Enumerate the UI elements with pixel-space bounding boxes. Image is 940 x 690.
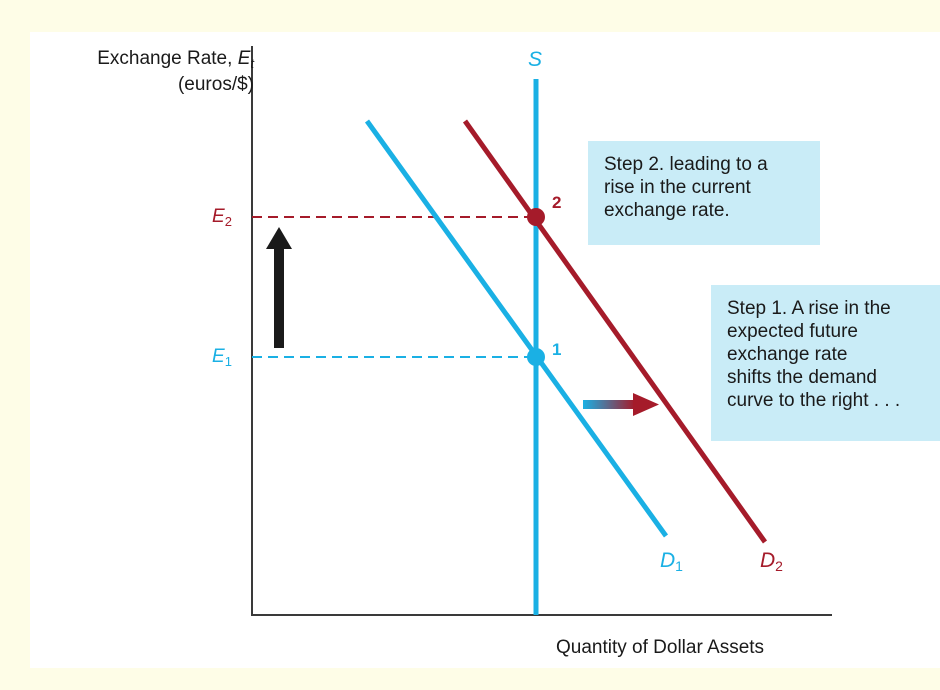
step1-callout: Step 1. A rise in the expected future ex… bbox=[711, 285, 940, 441]
demand-2-label-symbol: D bbox=[760, 549, 776, 572]
y-tick-e1-sub: 1 bbox=[224, 354, 232, 369]
up-arrow-shaft bbox=[274, 246, 284, 348]
demand-curve-1 bbox=[364, 119, 669, 538]
shift-arrow-shaft bbox=[583, 400, 635, 409]
demand-1-label: D1 bbox=[660, 549, 683, 578]
step1-line: Step 1. A rise in the bbox=[727, 298, 891, 319]
step2-callout: Step 2. leading to a rise in the current… bbox=[588, 141, 820, 245]
y-tick-e1-symbol: E bbox=[212, 346, 225, 367]
y-axis-title-sub: t bbox=[250, 56, 254, 71]
step1-line: exchange rate bbox=[727, 344, 848, 365]
y-tick-e2: E2 bbox=[212, 205, 232, 234]
y-axis-title-symbol: E bbox=[237, 48, 251, 69]
demand-curve-2 bbox=[462, 119, 768, 544]
y-tick-e2-sub: 2 bbox=[224, 214, 232, 229]
demand-1-label-symbol: D bbox=[660, 549, 676, 572]
y-axis-title: Exchange Rate, Et bbox=[97, 47, 254, 76]
y-tick-e1: E1 bbox=[212, 345, 232, 374]
equilibrium-point-2 bbox=[527, 208, 545, 226]
y-axis-title-text: Exchange Rate, bbox=[97, 48, 238, 69]
y-tick-e2-symbol: E bbox=[212, 206, 225, 227]
point-2-label: 2 bbox=[552, 193, 562, 212]
point-1-label: 1 bbox=[552, 340, 562, 359]
x-axis-title: Quantity of Dollar Assets bbox=[556, 637, 765, 658]
equilibrium-point-1 bbox=[527, 348, 545, 366]
up-arrow-head bbox=[266, 227, 292, 249]
step2-line: rise in the current bbox=[604, 177, 751, 198]
y-axis-units: (euros/$) bbox=[177, 74, 254, 95]
shift-arrow-head bbox=[633, 393, 659, 416]
step1-line: shifts the demand bbox=[727, 367, 877, 388]
step2-line: exchange rate. bbox=[604, 200, 730, 221]
step1-line: expected future bbox=[727, 321, 858, 342]
step2-line: Step 2. leading to a bbox=[604, 154, 768, 175]
supply-label: S bbox=[528, 48, 543, 71]
demand-2-label: D2 bbox=[760, 549, 783, 578]
demand-1-label-sub: 1 bbox=[675, 558, 683, 574]
demand-2-label-sub: 2 bbox=[775, 558, 783, 574]
step1-line: curve to the right . . . bbox=[727, 390, 901, 411]
